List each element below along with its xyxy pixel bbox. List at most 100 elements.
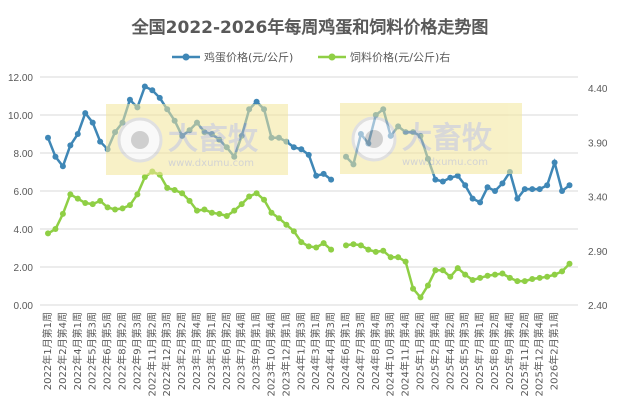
data-point [283,221,290,228]
data-point [462,182,469,189]
y-right-tick-label: 2.40 [588,301,608,312]
x-tick-label: 2024年1月第3周 [294,312,307,390]
data-point [544,182,551,189]
x-tick-label: 2022年8月第2周 [116,312,129,390]
x-tick-label: 2024年10月第3周 [384,312,397,397]
data-point [492,188,498,194]
data-point [477,199,484,206]
data-point [536,274,543,281]
data-point [514,278,521,285]
data-point [59,163,66,170]
x-tick-label: 2023年5月第1周 [205,312,218,390]
data-point [74,131,81,137]
y-left-tick-label: 6.00 [14,187,34,198]
data-point [67,191,74,198]
x-tick-label: 2022年4月第1周 [71,312,84,390]
data-point [223,213,230,220]
data-point [529,275,536,282]
data-point [97,197,104,204]
y-left-tick-label: 0.00 [14,301,34,312]
data-point [499,180,506,187]
data-point [417,294,424,301]
data-point [305,151,312,158]
data-point [454,172,461,179]
data-point [82,110,89,117]
data-point [439,178,446,185]
watermark-url: www.dxumu.com [168,158,254,169]
watermark-logo-eye [365,130,383,148]
left-axis: 0.00 2.00 4.00 6.00 8.00 10.00 12.00 [8,73,33,312]
x-tick-label: 2024年6月第1周 [339,312,352,390]
data-point [231,207,238,214]
x-tick-label: 2024年4月第3周 [324,312,337,390]
data-point [67,142,74,149]
data-point [268,209,275,216]
x-tick-label: 2025年12月第4周 [533,312,546,397]
x-tick-label: 2025年5月第3周 [458,312,471,390]
data-point [506,274,513,281]
y-right-tick-label: 2.90 [588,247,608,258]
data-point [402,258,409,265]
x-tick-label: 2024年3月第1周 [309,312,322,390]
data-point [544,273,551,280]
x-tick-label: 2023年6月第2周 [220,312,233,390]
data-point [59,210,66,217]
data-point [104,204,111,211]
watermark-text: 大畜牧 [168,122,259,157]
data-point [357,242,364,249]
data-point [52,153,59,160]
x-tick-label: 2025年2月第4周 [428,312,441,390]
x-tick-label: 2026年2月第1周 [548,312,561,390]
data-point [328,246,335,253]
x-tick-label: 2023年12月第1周 [279,312,292,397]
data-point [149,87,156,94]
watermark-text: 大畜牧 [402,121,493,156]
x-tick-label: 2024年11月第4周 [399,312,412,397]
data-point [343,242,349,249]
data-point [424,282,431,289]
data-point [469,195,476,202]
data-point [216,210,223,217]
data-point [477,274,484,281]
legend-label: 鸡蛋价格(元/公斤) [204,50,293,64]
data-point [313,244,320,251]
x-tick-label: 2025年11月第2周 [518,312,531,397]
data-point [469,277,476,284]
y-right-tick-label: 4.40 [588,84,608,95]
data-point [529,186,536,193]
data-point [410,285,417,292]
x-tick-label: 2022年12月第3周 [160,312,173,397]
data-point [305,243,312,250]
data-point [171,186,178,193]
x-tick-label: 2025年1月第2周 [414,312,427,390]
data-point [141,173,148,180]
data-point [484,184,491,191]
right-axis: 2.40 2.90 3.40 3.90 4.40 [588,84,608,312]
data-point [447,273,454,280]
data-point [551,159,558,166]
watermark-logo-eye [131,131,149,149]
data-point [365,246,372,253]
data-point [320,170,327,177]
data-point [238,201,245,208]
data-point [551,271,558,278]
data-point [112,206,119,213]
y-left-tick-label: 8.00 [14,149,34,160]
data-point [194,207,200,214]
data-point [439,267,446,274]
x-tick-label: 2024年8月第4周 [369,312,382,390]
legend-marker-icon [328,53,336,61]
x-tick-label: 2023年3月第4周 [190,312,203,390]
data-point [89,201,96,208]
x-tick-label: 2022年11月第2周 [145,312,158,397]
data-point [372,248,379,255]
chart-title: 全国2022-2026年每周鸡蛋和饲料价格走势图 [131,17,489,38]
y-left-tick-label: 12.00 [8,73,33,84]
data-point [253,98,260,105]
data-point [499,270,506,277]
data-point [186,197,193,204]
data-point [328,176,335,183]
data-point [126,202,133,209]
